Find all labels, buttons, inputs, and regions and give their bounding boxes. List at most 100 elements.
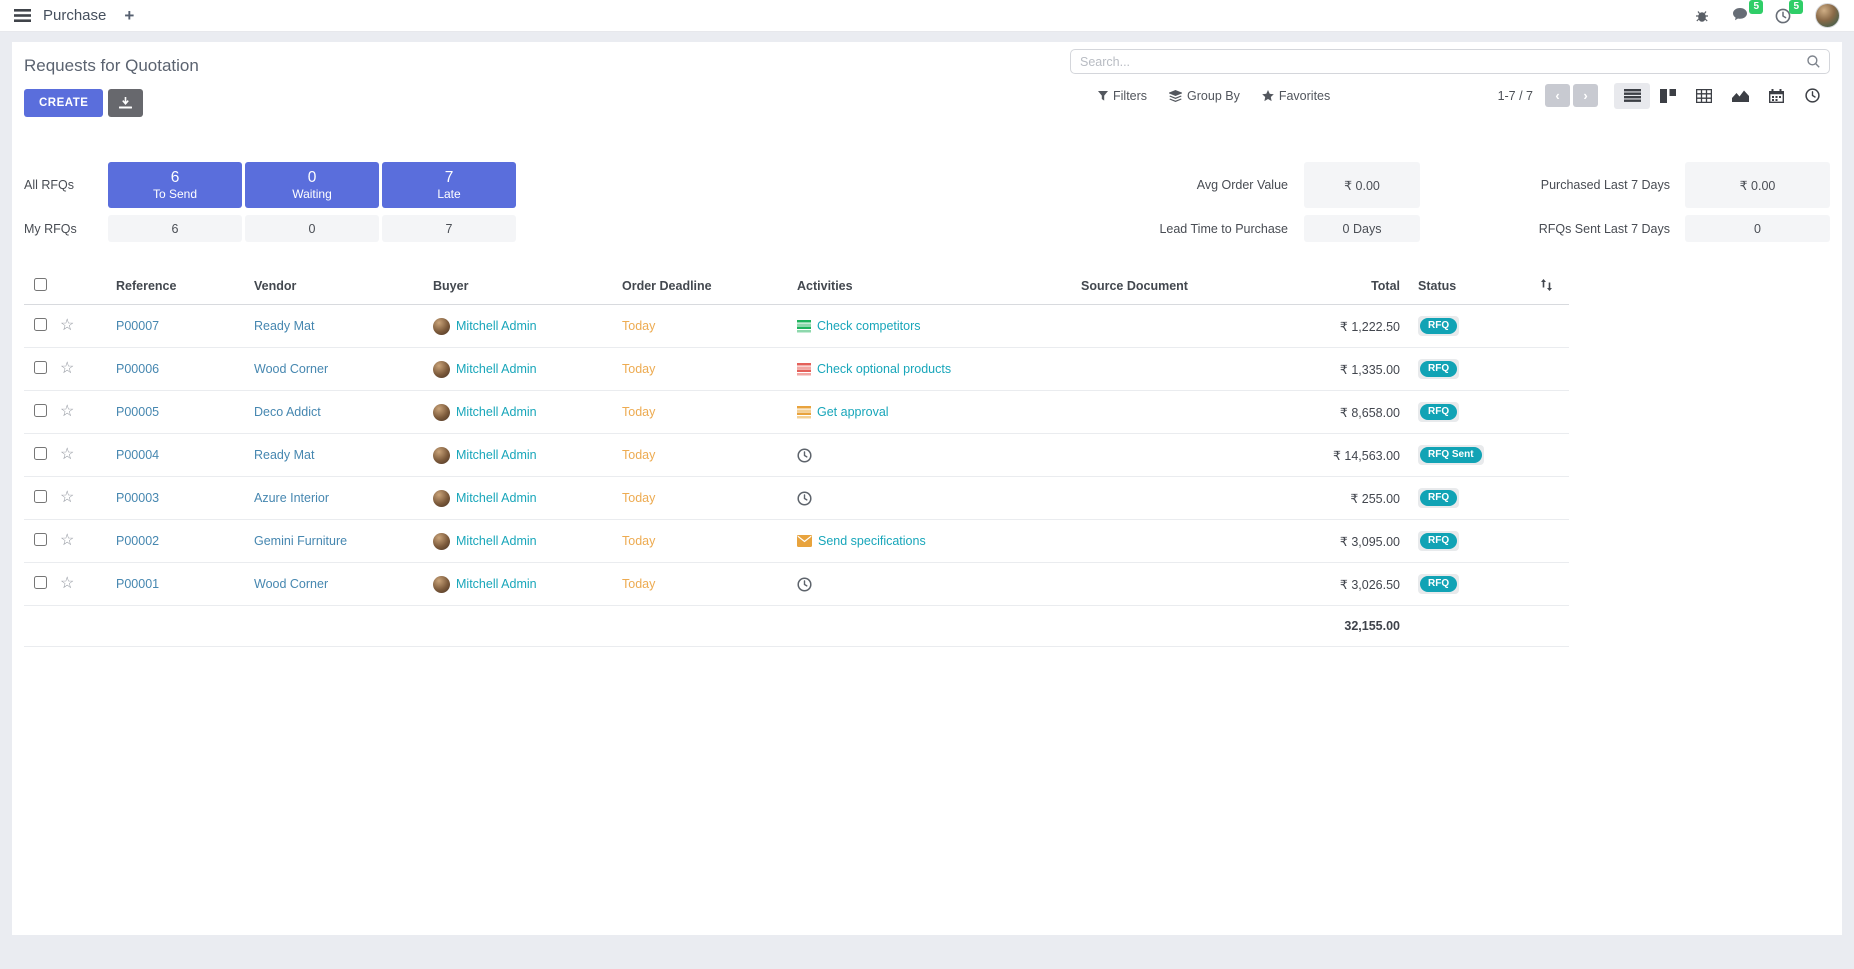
header-reference[interactable]: Reference xyxy=(112,268,250,305)
reference-link[interactable]: P00007 xyxy=(116,319,160,333)
reference-link[interactable]: P00005 xyxy=(116,405,160,419)
favorite-star-icon[interactable]: ☆ xyxy=(60,317,75,334)
search-icon[interactable] xyxy=(1807,55,1820,68)
my-stat-late[interactable]: 7 xyxy=(382,215,516,242)
select-all-checkbox[interactable] xyxy=(34,278,47,291)
pivot-view-button[interactable] xyxy=(1686,83,1722,109)
row-checkbox[interactable] xyxy=(34,404,47,417)
favorites-star-icon xyxy=(1262,89,1274,101)
list-view-button[interactable] xyxy=(1614,82,1650,109)
header-total[interactable]: Total xyxy=(1322,268,1404,305)
calendar-view-button[interactable] xyxy=(1758,83,1794,109)
bug-icon[interactable] xyxy=(1695,9,1709,23)
activity-list-icon[interactable] xyxy=(797,405,811,419)
header-source-document[interactable]: Source Document xyxy=(1077,268,1322,305)
header-status[interactable]: Status xyxy=(1404,268,1514,305)
pager-next-button[interactable]: › xyxy=(1573,84,1598,107)
row-checkbox[interactable] xyxy=(34,490,47,503)
create-button[interactable]: CREATE xyxy=(24,89,104,117)
stat-late[interactable]: 7 Late xyxy=(382,162,516,208)
activity-cell[interactable]: Check optional products xyxy=(797,362,1073,376)
activity-list-icon[interactable] xyxy=(797,362,811,376)
stat-to-send[interactable]: 6 To Send xyxy=(108,162,242,208)
activity-clock-icon[interactable] xyxy=(797,576,812,592)
row-checkbox[interactable] xyxy=(34,447,47,460)
table-row[interactable]: ☆ P00001 Wood Corner Mitchell Admin Toda… xyxy=(24,562,1569,606)
activity-cell[interactable]: Get approval xyxy=(797,405,1073,419)
hamburger-menu-icon[interactable] xyxy=(14,9,31,22)
search-bar[interactable] xyxy=(1070,49,1830,74)
vendor-link[interactable]: Wood Corner xyxy=(254,362,329,376)
activity-cell[interactable]: Send specifications xyxy=(797,534,1073,548)
buyer-cell[interactable]: Mitchell Admin xyxy=(433,360,614,378)
app-title[interactable]: Purchase xyxy=(43,7,107,24)
activity-view-button[interactable] xyxy=(1794,83,1830,109)
reference-link[interactable]: P00006 xyxy=(116,362,160,376)
activities-clock-icon[interactable]: 5 xyxy=(1775,0,1803,24)
filters-menu[interactable]: Filters xyxy=(1098,89,1147,103)
my-stat-to-send[interactable]: 6 xyxy=(108,215,242,242)
graph-view-button[interactable] xyxy=(1722,83,1758,109)
activity-cell[interactable] xyxy=(797,490,1073,506)
reference-link[interactable]: P00003 xyxy=(116,491,160,505)
table-row[interactable]: ☆ P00007 Ready Mat Mitchell Admin Today … xyxy=(24,305,1569,348)
kanban-view-button[interactable] xyxy=(1650,83,1686,109)
my-stat-waiting[interactable]: 0 xyxy=(245,215,379,242)
activity-cell[interactable] xyxy=(797,576,1073,592)
buyer-cell[interactable]: Mitchell Admin xyxy=(433,317,614,335)
header-activities[interactable]: Activities xyxy=(793,268,1077,305)
header-order-deadline[interactable]: Order Deadline xyxy=(618,268,793,305)
favorite-star-icon[interactable]: ☆ xyxy=(60,575,75,592)
header-buyer[interactable]: Buyer xyxy=(429,268,618,305)
row-checkbox[interactable] xyxy=(34,361,47,374)
reference-link[interactable]: P00001 xyxy=(116,577,160,591)
new-tab-button[interactable]: + xyxy=(124,5,135,25)
search-input[interactable] xyxy=(1080,54,1807,69)
table-row[interactable]: ☆ P00005 Deco Addict Mitchell Admin Toda… xyxy=(24,390,1569,434)
favorite-star-icon[interactable]: ☆ xyxy=(60,360,75,377)
activity-label[interactable]: Check optional products xyxy=(817,362,952,376)
activity-cell[interactable] xyxy=(797,447,1073,463)
buyer-cell[interactable]: Mitchell Admin xyxy=(433,446,614,464)
buyer-cell[interactable]: Mitchell Admin xyxy=(433,575,614,593)
row-checkbox[interactable] xyxy=(34,533,47,546)
row-checkbox[interactable] xyxy=(34,576,47,589)
activity-label[interactable]: Get approval xyxy=(817,405,889,419)
table-row[interactable]: ☆ P00006 Wood Corner Mitchell Admin Toda… xyxy=(24,347,1569,391)
table-row[interactable]: ☆ P00004 Ready Mat Mitchell Admin Today … xyxy=(24,433,1569,477)
stat-waiting[interactable]: 0 Waiting xyxy=(245,162,379,208)
favorite-star-icon[interactable]: ☆ xyxy=(60,403,75,420)
favorites-menu[interactable]: Favorites xyxy=(1262,89,1330,103)
pager-previous-button[interactable]: ‹ xyxy=(1545,84,1570,107)
favorite-star-icon[interactable]: ☆ xyxy=(60,489,75,506)
messages-icon[interactable]: 5 xyxy=(1733,0,1763,23)
buyer-cell[interactable]: Mitchell Admin xyxy=(433,403,614,421)
activity-list-icon[interactable] xyxy=(797,319,811,333)
vendor-link[interactable]: Deco Addict xyxy=(254,405,321,419)
adjust-columns-icon[interactable] xyxy=(1540,278,1553,291)
user-avatar[interactable] xyxy=(1815,3,1840,28)
activity-cell[interactable]: Check competitors xyxy=(797,319,1073,333)
reference-link[interactable]: P00004 xyxy=(116,448,160,462)
vendor-link[interactable]: Wood Corner xyxy=(254,577,329,591)
vendor-link[interactable]: Ready Mat xyxy=(254,319,315,333)
activity-label[interactable]: Send specifications xyxy=(818,534,926,548)
activity-clock-icon[interactable] xyxy=(797,447,812,463)
group-by-menu[interactable]: Group By xyxy=(1169,89,1240,103)
table-row[interactable]: ☆ P00003 Azure Interior Mitchell Admin T… xyxy=(24,476,1569,520)
reference-link[interactable]: P00002 xyxy=(116,534,160,548)
export-button[interactable] xyxy=(108,89,144,117)
row-checkbox[interactable] xyxy=(34,318,47,331)
vendor-link[interactable]: Gemini Furniture xyxy=(254,534,348,548)
buyer-cell[interactable]: Mitchell Admin xyxy=(433,532,614,550)
buyer-cell[interactable]: Mitchell Admin xyxy=(433,489,614,507)
table-row[interactable]: ☆ P00002 Gemini Furniture Mitchell Admin… xyxy=(24,519,1569,563)
favorite-star-icon[interactable]: ☆ xyxy=(60,532,75,549)
header-vendor[interactable]: Vendor xyxy=(250,268,429,305)
activity-envelope-icon[interactable] xyxy=(797,535,812,547)
vendor-link[interactable]: Ready Mat xyxy=(254,448,315,462)
favorite-star-icon[interactable]: ☆ xyxy=(60,446,75,463)
activity-label[interactable]: Check competitors xyxy=(817,319,921,333)
vendor-link[interactable]: Azure Interior xyxy=(254,491,330,505)
activity-clock-icon[interactable] xyxy=(797,490,812,506)
